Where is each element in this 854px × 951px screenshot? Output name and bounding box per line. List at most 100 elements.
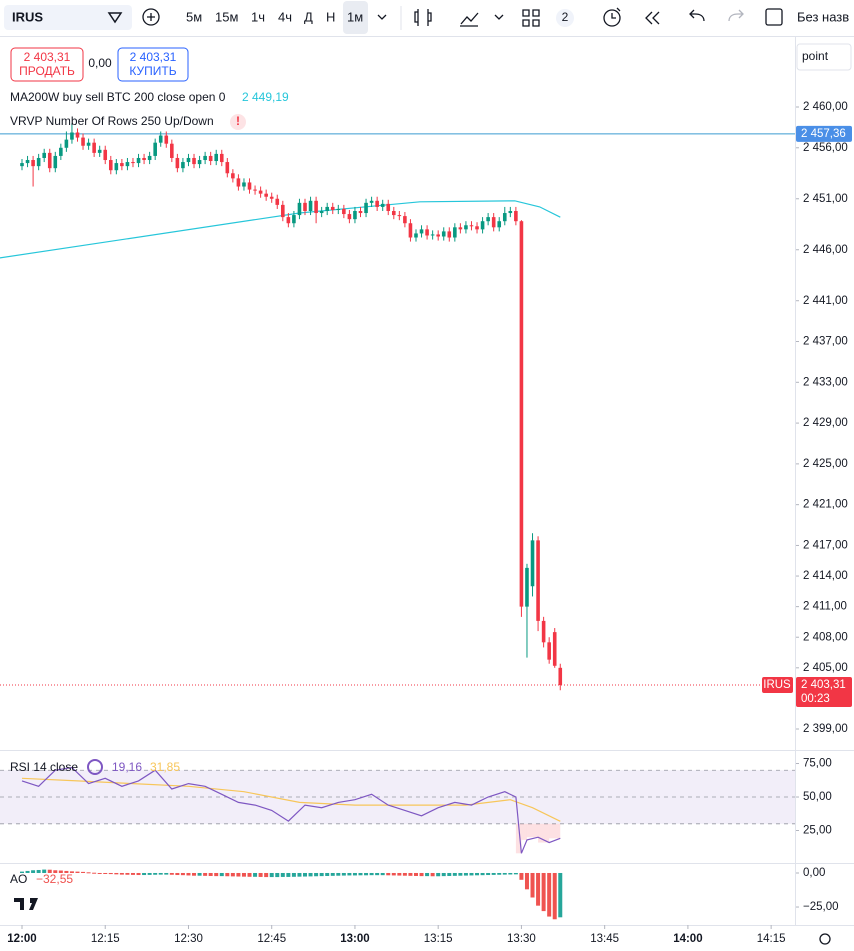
last-price-label: 2 403,31: [801, 679, 846, 691]
candle-body: [253, 189, 257, 191]
interval-active: [343, 1, 368, 34]
y-tick-label: 2 441,00: [803, 295, 848, 307]
interval-dropdown[interactable]: [377, 14, 387, 20]
candle-body: [330, 206, 335, 210]
ao-bar: [391, 872, 396, 876]
interval[interactable]: 1ч: [251, 9, 265, 24]
candle-body: [203, 155, 207, 161]
settings-button[interactable]: [819, 933, 831, 945]
x-tick-label: 14:00: [673, 933, 702, 945]
ao-bar: [408, 872, 413, 876]
ao-bar: [214, 872, 219, 877]
sell-label[interactable]: ПРОДАТЬ: [19, 64, 75, 78]
scale-mode[interactable]: point: [802, 49, 829, 63]
ao-bar: [364, 872, 369, 876]
candle-body: [458, 227, 463, 230]
buy-price[interactable]: 2 403,31: [130, 50, 177, 64]
candle-body: [114, 163, 119, 171]
candle-body: [92, 142, 96, 153]
undo-button[interactable]: [689, 9, 705, 22]
candle-body: [136, 157, 141, 164]
candle-body: [258, 190, 263, 194]
candle-body: [86, 142, 91, 146]
candle-body: [547, 642, 551, 660]
ao-bar: [486, 872, 491, 876]
candle-body: [419, 229, 424, 234]
candle-body: [314, 200, 318, 214]
ao-bar: [497, 872, 502, 875]
candle-body: [131, 162, 135, 164]
candle-body: [297, 202, 302, 216]
layout-name[interactable]: Без назв: [797, 9, 849, 24]
ao-bar: [142, 872, 147, 876]
ao-y-tick-label: 0,00: [803, 867, 825, 879]
candle-body: [319, 210, 324, 214]
ao-bar: [402, 872, 407, 876]
candle-body: [447, 231, 452, 238]
sell-button[interactable]: [10, 47, 84, 82]
ao-bar: [502, 872, 507, 875]
redo-button[interactable]: [728, 9, 744, 22]
interval[interactable]: Н: [326, 9, 335, 24]
ao-bar: [42, 869, 47, 873]
symbol-search[interactable]: [4, 5, 132, 30]
ao-bar: [513, 872, 518, 875]
ao-bar: [519, 872, 524, 880]
x-tick-label: 12:30: [174, 933, 203, 945]
rsi-oversold-fill: [538, 823, 550, 843]
candle-body: [425, 229, 429, 236]
indicators-dropdown[interactable]: [494, 14, 504, 20]
interval[interactable]: Д: [304, 9, 313, 24]
interval[interactable]: 1м: [347, 9, 363, 24]
candle-body: [103, 149, 108, 161]
ao-bar: [230, 872, 235, 877]
chart-type-button[interactable]: [414, 9, 432, 26]
rsi-ma-legend-value: 31,85: [150, 760, 180, 774]
ao-bar: [258, 872, 263, 877]
vrvp-alert-bg[interactable]: [230, 114, 246, 130]
sell-price[interactable]: 2 403,31: [24, 50, 71, 64]
y-tick-label: 2 405,00: [803, 662, 848, 674]
ao-bar: [186, 872, 191, 876]
templates-button[interactable]: [522, 9, 540, 27]
ao-bar: [352, 872, 357, 876]
x-tick-label: 14:15: [757, 933, 786, 945]
candle-body: [403, 216, 407, 224]
ao-bar: [269, 872, 274, 878]
symbol-icon[interactable]: [107, 12, 123, 24]
scale-mode-box[interactable]: [796, 43, 852, 71]
rsi-oversold-fill: [526, 823, 539, 838]
candle-body: [552, 632, 557, 666]
interval[interactable]: 15м: [215, 9, 238, 24]
ao-bar: [136, 872, 141, 876]
interval[interactable]: 5м: [186, 9, 202, 24]
compare-button[interactable]: [142, 8, 160, 26]
alert-button[interactable]: [603, 9, 621, 27]
ao-bar: [286, 872, 291, 877]
ao-bar: [275, 872, 280, 878]
candle-body: [242, 182, 246, 187]
rsi-legend-value: 19,16: [112, 760, 142, 774]
replay-button[interactable]: [645, 11, 660, 25]
ao-bar: [114, 872, 119, 875]
ao-bar: [180, 872, 185, 876]
candle-body: [514, 210, 518, 222]
ao-bar: [319, 872, 324, 877]
candle-body: [497, 221, 502, 228]
interval[interactable]: 4ч: [278, 9, 292, 24]
candle-body: [325, 206, 330, 211]
candle-body: [430, 234, 435, 236]
x-tick-label: 13:30: [507, 933, 536, 945]
ao-bar: [36, 869, 41, 873]
logo[interactable]: [14, 898, 38, 910]
buy-label[interactable]: КУПИТЬ: [129, 64, 176, 78]
vrvp-alert[interactable]: !: [236, 114, 240, 128]
candle-body: [391, 210, 396, 216]
indicators-button[interactable]: [460, 12, 479, 27]
layout-checkbox[interactable]: [765, 8, 783, 26]
symbol[interactable]: IRUS: [12, 9, 43, 24]
candle-body: [120, 163, 124, 167]
candle-body: [441, 231, 446, 237]
candle-body: [164, 135, 169, 144]
buy-button[interactable]: [117, 47, 189, 82]
